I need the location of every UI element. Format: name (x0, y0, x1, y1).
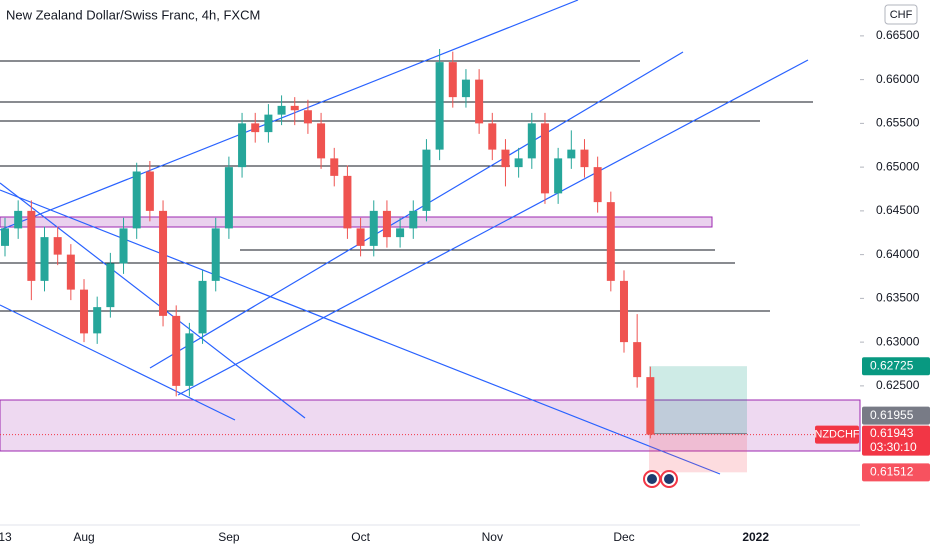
candle-body (501, 149, 510, 168)
candle-body (475, 79, 484, 124)
last-price-label: 0.61943 (870, 426, 914, 440)
y-tick-label: 0.64000 (876, 247, 920, 261)
x-tick-label: Nov (482, 530, 503, 544)
candle-body (198, 280, 207, 334)
trend-line (177, 59, 809, 396)
target-label: 0.62725 (870, 358, 914, 372)
trend-line (0, 182, 306, 419)
candle-body (290, 105, 299, 111)
y-tick-label: 0.66500 (876, 28, 920, 42)
candle-body (159, 210, 168, 316)
x-tick-label: Sep (218, 530, 240, 544)
candle-body (119, 228, 128, 264)
candle-body (567, 149, 576, 159)
candle-body (80, 289, 89, 334)
symbol-tag (815, 425, 859, 444)
candle-body (172, 315, 181, 386)
x-tick-label: Dec (613, 530, 634, 544)
candle-body (224, 167, 233, 229)
x-tick-label: Oct (351, 530, 370, 544)
candle-body (369, 210, 378, 246)
idea-icon (647, 474, 657, 484)
candle-body (646, 377, 655, 435)
y-tick-label: 0.62500 (876, 378, 920, 392)
candle-body (277, 105, 286, 115)
candle-body (106, 263, 115, 308)
resistance-zone (0, 216, 713, 228)
y-tick-label: 0.66000 (876, 72, 920, 86)
y-tick-label: 0.64500 (876, 203, 920, 217)
candle-body (1, 228, 9, 246)
candle-body (514, 158, 523, 168)
support-zone (0, 399, 861, 452)
candle-body (14, 210, 23, 229)
entry-label: 0.61955 (870, 408, 914, 422)
candle-body (66, 254, 75, 290)
idea-icon (664, 474, 674, 484)
currency-label: CHF (890, 9, 913, 21)
candle-body (330, 158, 339, 176)
y-tick-label: 0.63500 (876, 291, 920, 305)
y-tick-label: 0.63000 (876, 334, 920, 348)
candle-body (554, 158, 563, 194)
candle-body (303, 110, 312, 124)
candle-body (356, 228, 365, 246)
stop-label: 0.61512 (870, 464, 914, 478)
candle-body (382, 210, 391, 238)
candle-body (185, 333, 194, 386)
currency-button[interactable] (884, 4, 918, 25)
candle-body (238, 123, 247, 168)
candle-body (593, 167, 602, 203)
x-tick-label: 13 (0, 530, 12, 544)
candle-body (606, 202, 615, 281)
trend-line (149, 51, 684, 369)
candle-body (461, 79, 470, 98)
candle-body (580, 149, 589, 168)
trend-line (0, 304, 236, 421)
candle-body (435, 62, 444, 150)
candle-body (422, 149, 431, 211)
last-price-tag (862, 425, 930, 456)
trend-line (0, 0, 579, 231)
x-tick-label: 2022 (742, 530, 769, 544)
countdown-label: 03:30:10 (870, 440, 917, 454)
candle-body (619, 280, 628, 343)
symbol-label: NZDCHF (814, 429, 859, 441)
candle-body (409, 210, 418, 229)
candle-body (527, 123, 536, 159)
y-tick-label: 0.65500 (876, 116, 920, 130)
candle-body (488, 123, 497, 150)
target-tag (862, 357, 930, 376)
candle-body (132, 171, 141, 229)
y-tick-label: 0.65000 (876, 159, 920, 173)
candle-body (93, 307, 102, 334)
target-zone (649, 366, 747, 434)
candle-body (211, 228, 220, 281)
x-tick-label: Aug (73, 530, 94, 544)
candle-body (633, 342, 642, 378)
candle-body (396, 228, 405, 238)
entry-tag (862, 406, 930, 425)
candle-body (317, 123, 326, 159)
chart-title: New Zealand Dollar/Swiss Franc, 4h, FXCM (6, 7, 260, 22)
candle-body (343, 175, 352, 229)
candle-body (448, 62, 457, 98)
stop-tag (862, 463, 930, 482)
candle-body (264, 114, 273, 133)
candle-body (145, 171, 154, 211)
candle-body (53, 237, 62, 255)
candle-body (251, 123, 260, 133)
candle-body (27, 210, 36, 281)
candle-body (40, 237, 49, 281)
stop-zone (649, 433, 747, 473)
candle-body (540, 123, 549, 194)
